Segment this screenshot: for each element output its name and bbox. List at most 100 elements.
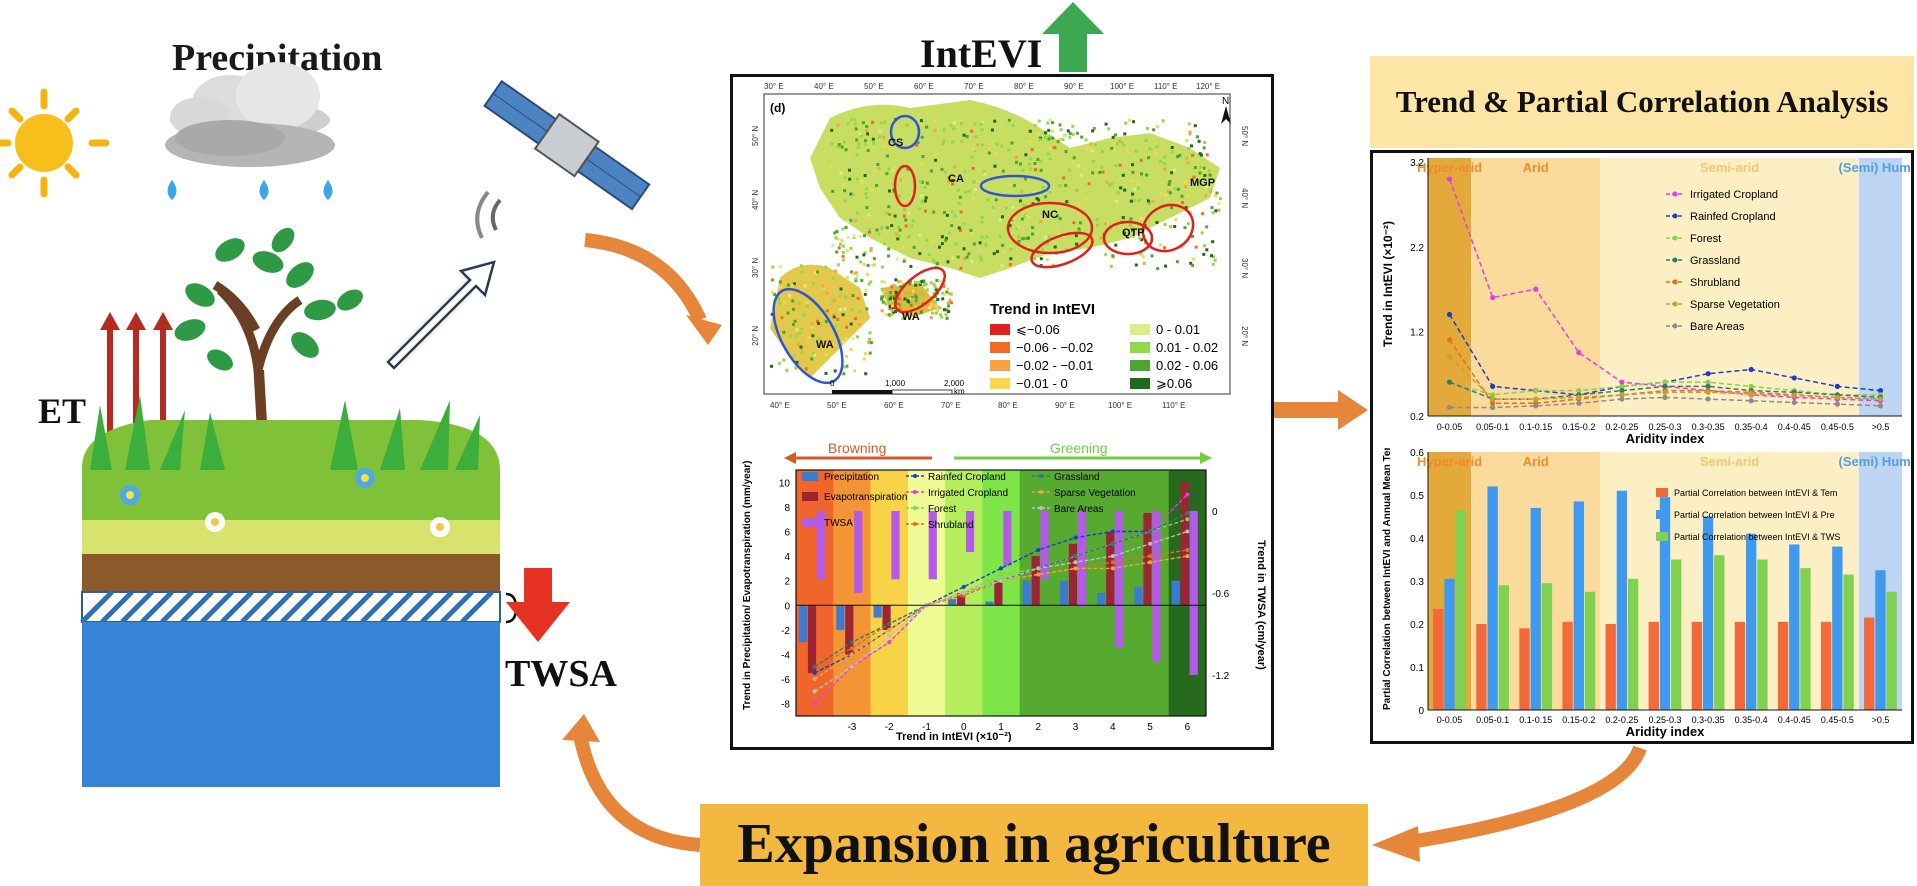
legend-swatch	[1656, 510, 1668, 519]
map-pixel	[1147, 156, 1151, 160]
map-pixel	[1203, 244, 1207, 248]
twsa-bar	[1040, 511, 1049, 580]
map-pixel	[1131, 228, 1135, 232]
trend-point	[1110, 554, 1115, 559]
map-pixel	[817, 338, 821, 341]
precipitation-bar	[1097, 593, 1106, 606]
map-lon-labels-top: 30° E 40° E 50° E 60° E 70° E 80° E 90° …	[764, 82, 1220, 91]
region-label: WA	[816, 339, 834, 351]
flower-icons	[120, 468, 450, 537]
map-pixel	[1159, 159, 1163, 163]
trend-point	[1490, 404, 1496, 411]
map-region-ellipses	[772, 114, 1195, 385]
map-pixel	[1048, 191, 1052, 195]
map-pixel	[1008, 226, 1012, 230]
mid-xlabel: Trend in IntEVI (×10⁻²)	[896, 731, 1012, 742]
map-pixel	[1214, 209, 1218, 213]
map-pixel	[795, 328, 799, 332]
map-pixel	[869, 341, 873, 344]
map-pixel	[886, 297, 890, 301]
map-pixel	[833, 369, 837, 373]
map-pixel	[796, 342, 800, 346]
map-pixel	[1024, 153, 1028, 157]
map-pixel	[824, 265, 828, 269]
map-pixel	[933, 128, 937, 132]
map-pixel	[804, 367, 808, 371]
map-pixel	[1092, 160, 1095, 164]
map-pixel	[1032, 191, 1035, 194]
bar	[1886, 591, 1897, 710]
map-pixel	[1029, 157, 1033, 161]
trend-point	[1073, 560, 1078, 565]
map-pixel	[862, 253, 866, 257]
et-bar	[1180, 482, 1189, 606]
map-pixel	[890, 313, 894, 317]
map-pixel	[896, 237, 900, 241]
legend-label: −0.01 - 0	[1016, 376, 1068, 391]
map-pixel	[845, 354, 848, 358]
trend-point	[1576, 388, 1582, 394]
map-pixel	[944, 312, 948, 316]
map-pixel	[940, 167, 944, 171]
map-pixel	[880, 297, 883, 301]
map-pixel	[1058, 123, 1062, 127]
map-pixel	[891, 304, 894, 308]
map-pixel	[894, 278, 898, 282]
precipitation-bar	[873, 605, 882, 618]
et-bar	[1068, 543, 1078, 606]
map-pixel	[1031, 226, 1035, 230]
map-pixel	[821, 284, 825, 288]
legend-marker	[1672, 257, 1678, 263]
map-pixel	[851, 294, 855, 298]
map-pixel	[1092, 127, 1096, 130]
map-pixel	[1024, 213, 1028, 217]
map-pixel	[869, 280, 873, 284]
map-pixel	[911, 289, 915, 293]
map-pixel	[934, 304, 938, 308]
map-pixel	[982, 230, 986, 234]
map-pixel	[1046, 152, 1050, 156]
map-pixel	[1136, 182, 1140, 186]
trend-point	[1791, 399, 1797, 406]
map-pixel	[793, 319, 797, 323]
y-tick: 0	[1418, 706, 1424, 717]
map-lat-label: 20° N	[751, 326, 760, 346]
x-tick: 0.35-0.4	[1735, 422, 1768, 432]
trend-point	[812, 670, 817, 675]
map-pixel	[1053, 146, 1057, 150]
trend-point	[1619, 396, 1625, 402]
legend-swatch	[1130, 342, 1150, 353]
map-pixel	[892, 284, 896, 288]
region-label: WA	[902, 311, 920, 323]
map-pixel	[924, 196, 928, 200]
map-pixel	[844, 148, 848, 152]
map-pixel	[817, 321, 821, 325]
map-pixel	[1091, 171, 1095, 175]
map-pixel	[1050, 129, 1054, 133]
map-pixel	[998, 218, 1002, 222]
trend-point	[1705, 379, 1711, 385]
map-pixel	[830, 165, 834, 169]
map-pixel	[920, 310, 923, 314]
trend-point	[1834, 383, 1840, 389]
mid-ylabel-right: Trend in TWSA (cm/year)	[1255, 540, 1266, 670]
map-pixel	[1028, 140, 1032, 143]
map-pixel	[845, 276, 849, 279]
map-pixel	[1068, 135, 1072, 139]
precipitation-bar	[836, 605, 845, 630]
map-pixel	[1003, 250, 1007, 254]
map-pixel	[887, 145, 891, 149]
trend-point	[1533, 403, 1539, 409]
legend-swatch	[802, 472, 818, 481]
map-pixel	[1024, 214, 1028, 218]
trend-point	[1877, 403, 1884, 409]
map-pixel	[776, 297, 780, 301]
legend-label: 0 - 0.01	[1156, 322, 1200, 337]
map-pixel	[1098, 171, 1102, 174]
map-pixel	[842, 372, 846, 376]
map-pixel	[909, 303, 913, 307]
map-pixel	[1075, 131, 1079, 135]
map-pixel	[1004, 206, 1008, 210]
map-pixel	[972, 180, 976, 184]
map-pixel	[865, 273, 869, 276]
